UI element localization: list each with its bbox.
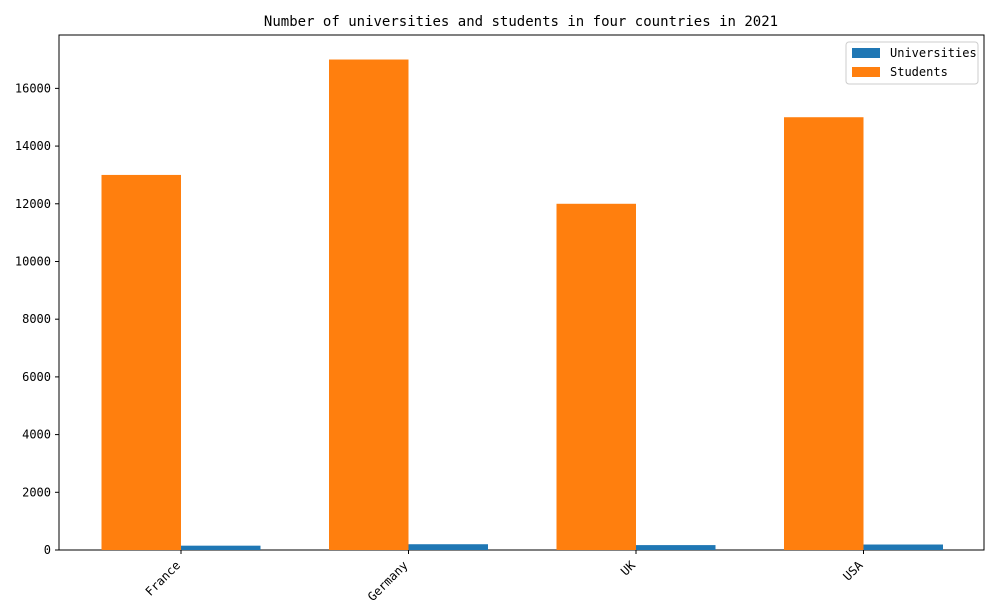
x-tick-label-germany: Germany [365, 558, 411, 600]
plot-area: 0 2000 4000 6000 8000 10000 12000 14000 16000 Fr… [15, 34, 985, 600]
y-tick-label-4000: 4000 [22, 428, 51, 442]
y-axis: 0 2000 4000 6000 8000 10000 12000 14000 16000 [15, 81, 59, 557]
legend-label-students: Students [890, 65, 948, 79]
y-tick-label-14000: 14000 [15, 139, 51, 153]
chart-title: Number of universities and students in f… [264, 14, 778, 30]
bar-students-germany [329, 59, 409, 551]
legend-swatch-students [852, 67, 880, 77]
y-tick-label-0: 0 [44, 543, 51, 557]
y-tick-label-10000: 10000 [15, 254, 51, 268]
bars-group [101, 59, 943, 551]
x-tick-label-france: France [143, 558, 184, 599]
bar-universities-usa [863, 544, 943, 550]
bar-universities-germany [408, 544, 488, 550]
x-axis: France Germany UK USA [143, 550, 866, 600]
bar-universities-france [181, 545, 261, 550]
y-tick-label-2000: 2000 [22, 485, 51, 499]
legend-label-universities: Universities [890, 46, 977, 60]
bar-universities-uk [636, 545, 716, 550]
bar-students-usa [784, 117, 864, 550]
x-tick-label-usa: USA [840, 558, 866, 584]
x-tick-label-uk: UK [618, 558, 639, 579]
y-tick-label-12000: 12000 [15, 197, 51, 211]
bar-students-france [101, 174, 181, 550]
legend-swatch-universities [852, 48, 880, 58]
legend: Universities Students [845, 41, 979, 85]
y-tick-label-16000: 16000 [15, 81, 51, 95]
y-tick-label-8000: 8000 [22, 312, 51, 326]
y-tick-label-6000: 6000 [22, 370, 51, 384]
bar-students-uk [556, 203, 636, 551]
